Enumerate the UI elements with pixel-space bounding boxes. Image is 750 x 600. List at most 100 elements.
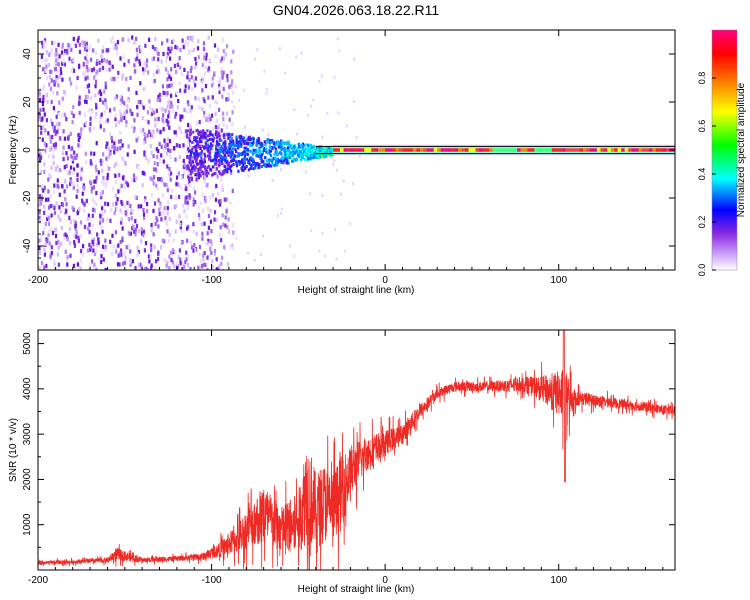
- spectrogram-cell: [54, 145, 57, 150]
- spectrogram-cell: [279, 140, 282, 144]
- spectrogram-cell: [231, 121, 234, 127]
- spectrogram-cell: [38, 246, 41, 251]
- spectrogram-cell: [157, 94, 160, 100]
- spectrogram-cell: [69, 220, 72, 225]
- spectrogram-cell: [227, 136, 230, 140]
- spectrogram-cell: [87, 83, 91, 88]
- spectrogram-cell: [191, 160, 194, 164]
- carrier-cell: [586, 148, 591, 152]
- spectrogram-cell: [124, 210, 128, 215]
- spectrogram-cell: [283, 147, 286, 150]
- spectrogram-cell: [223, 136, 226, 140]
- spectrogram-cell: [237, 159, 240, 163]
- spectrogram-cell: [286, 140, 289, 144]
- spectrogram-cell: [73, 240, 76, 245]
- carrier-cell: [645, 148, 650, 152]
- spectrogram-cell: [166, 151, 169, 156]
- spectrogram-cell: [150, 243, 153, 248]
- spectrogram-cell: [273, 152, 276, 156]
- spectrogram-cell: [43, 252, 46, 257]
- spectrogram-cell: [307, 151, 310, 155]
- spectrogram-cell: [186, 200, 189, 205]
- spectrogram-cell: [318, 80, 321, 83]
- spectrogram-cell: [98, 67, 101, 72]
- spectrogram-cell: [150, 223, 153, 228]
- spectrogram-cell: [240, 152, 243, 156]
- spectrogram-cell: [189, 240, 193, 245]
- spectrogram-cell: [182, 143, 185, 148]
- spectrogram-cell: [159, 201, 162, 206]
- spectrogram-cell: [258, 142, 261, 146]
- spectrogram-cell: [229, 135, 232, 139]
- spectrogram-cell: [97, 90, 100, 95]
- spectrogram-cell: [173, 264, 176, 269]
- spectrogram-cell: [219, 198, 222, 204]
- y-tick-label: -20: [22, 190, 33, 205]
- spectrogram-cell: [282, 161, 285, 165]
- spectrogram-cell: [123, 185, 126, 190]
- spectrogram-cell: [113, 164, 116, 169]
- spectrogram-cell: [91, 213, 94, 218]
- spectrogram-cell: [166, 211, 169, 216]
- spectrogram-cell: [259, 157, 262, 161]
- spectrogram-cell: [190, 49, 193, 54]
- spectrogram-cell: [211, 144, 214, 147]
- spectrogram-cell: [38, 153, 41, 158]
- spectrogram-cell: [300, 158, 303, 162]
- spectrogram-cell: [184, 89, 187, 94]
- spectrogram-cell: [225, 197, 228, 202]
- spectrogram-cell: [39, 155, 43, 160]
- spectrogram-cell: [220, 261, 223, 266]
- spectrogram-cell: [156, 154, 159, 160]
- spectrogram-cell: [222, 56, 226, 61]
- spectrogram-cell: [53, 80, 56, 85]
- spectrogram-cell: [91, 259, 94, 264]
- spectrogram-cell: [232, 141, 235, 145]
- spectrogram-cell: [47, 189, 50, 194]
- spectrogram-cell: [208, 157, 211, 161]
- spectrogram-cell: [202, 134, 205, 138]
- spectrogram-cell: [260, 165, 263, 168]
- spectrogram-cell: [197, 212, 201, 218]
- spectrogram-cell: [106, 141, 109, 146]
- spectrogram-cell: [220, 149, 223, 153]
- spectrogram-cell: [213, 217, 216, 222]
- spectrogram-cell: [58, 54, 61, 59]
- spectrogram-cell: [127, 244, 130, 249]
- spectrogram-cell: [155, 216, 158, 221]
- spectrogram-cell: [284, 153, 287, 157]
- spectrogram-cell: [320, 154, 323, 158]
- spectrogram-cell: [168, 167, 171, 172]
- spectrogram-cell: [265, 147, 268, 151]
- spectrogram-cell: [307, 157, 310, 161]
- spectrogram-cell: [212, 139, 215, 143]
- spectrogram-cell: [126, 152, 129, 157]
- spectrogram-cell: [53, 125, 56, 130]
- spectrogram-cell: [187, 178, 191, 181]
- spectrogram-cell: [161, 238, 164, 243]
- spectrogram-cell: [220, 168, 223, 173]
- spectrogram-cell: [100, 254, 103, 259]
- spectrogram-cell: [129, 75, 132, 80]
- spectrogram-cell: [49, 174, 52, 179]
- spectrogram-cell: [151, 57, 154, 62]
- spectrogram-cell: [113, 141, 116, 146]
- carrier-cell: [395, 148, 400, 152]
- spectrogram-cell: [99, 124, 102, 129]
- spectrogram-cell: [140, 264, 143, 269]
- spectrogram-cell: [188, 168, 191, 172]
- spectrogram-cell: [322, 150, 325, 154]
- spectrogram-cell: [85, 160, 88, 165]
- spectrogram-cell: [246, 251, 249, 255]
- spectrogram-cell: [110, 77, 113, 82]
- spectrogram-cell: [112, 202, 115, 207]
- spectrogram-cell: [134, 195, 137, 200]
- spectrogram-cell: [119, 146, 122, 151]
- spectrogram-cell: [130, 216, 133, 221]
- spectrogram-cell: [243, 141, 246, 145]
- spectrogram-cell: [235, 144, 238, 147]
- spectrogram-cell: [299, 145, 302, 149]
- carrier-cell: [471, 148, 476, 152]
- spectrogram-cell: [47, 177, 50, 182]
- spectrogram-cell: [190, 162, 193, 166]
